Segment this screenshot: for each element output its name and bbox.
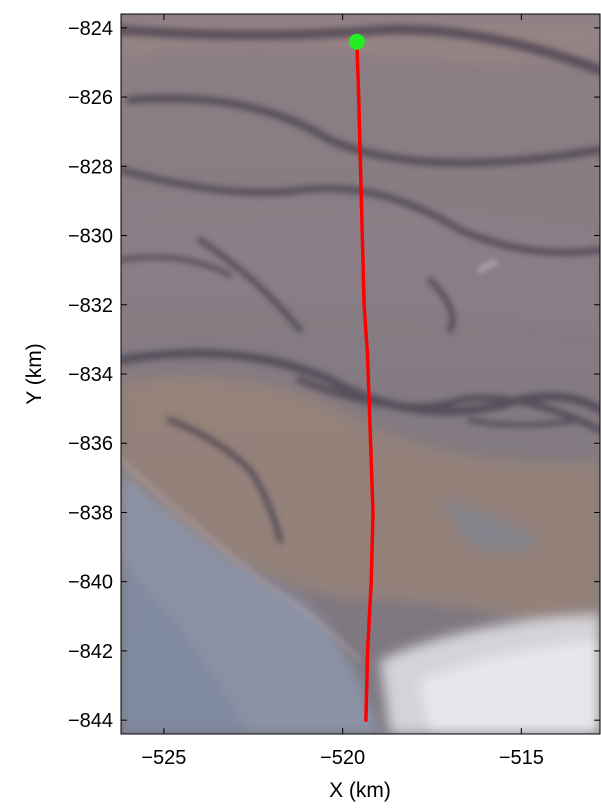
y-tick-label: −828 (68, 156, 113, 178)
start-marker (348, 33, 365, 50)
y-tick-label: −838 (68, 502, 113, 524)
x-tick-label: −525 (141, 747, 186, 769)
x-tick-label: −520 (320, 747, 365, 769)
y-tick-label: −836 (68, 433, 113, 455)
x-axis-label: X (km) (329, 779, 391, 802)
y-tick-label: −844 (68, 710, 113, 732)
y-tick-label: −832 (68, 295, 113, 317)
y-tick-label: −840 (68, 572, 113, 594)
y-tick-label: −826 (68, 87, 113, 109)
y-tick-label: −824 (68, 18, 113, 40)
track-line (355, 39, 375, 722)
y-tick-label: −842 (68, 641, 113, 663)
y-tick-label: −830 (68, 226, 113, 248)
y-tick-label: −834 (68, 364, 113, 386)
y-axis-ticks: −824 −826 −828 −830 −832 −834 −836 −838 −840 −842… (68, 18, 600, 732)
x-axis-ticks: −525 −520 −515 (141, 14, 544, 769)
y-axis-label: Y (km) (23, 343, 46, 404)
x-tick-label: −515 (499, 747, 544, 769)
